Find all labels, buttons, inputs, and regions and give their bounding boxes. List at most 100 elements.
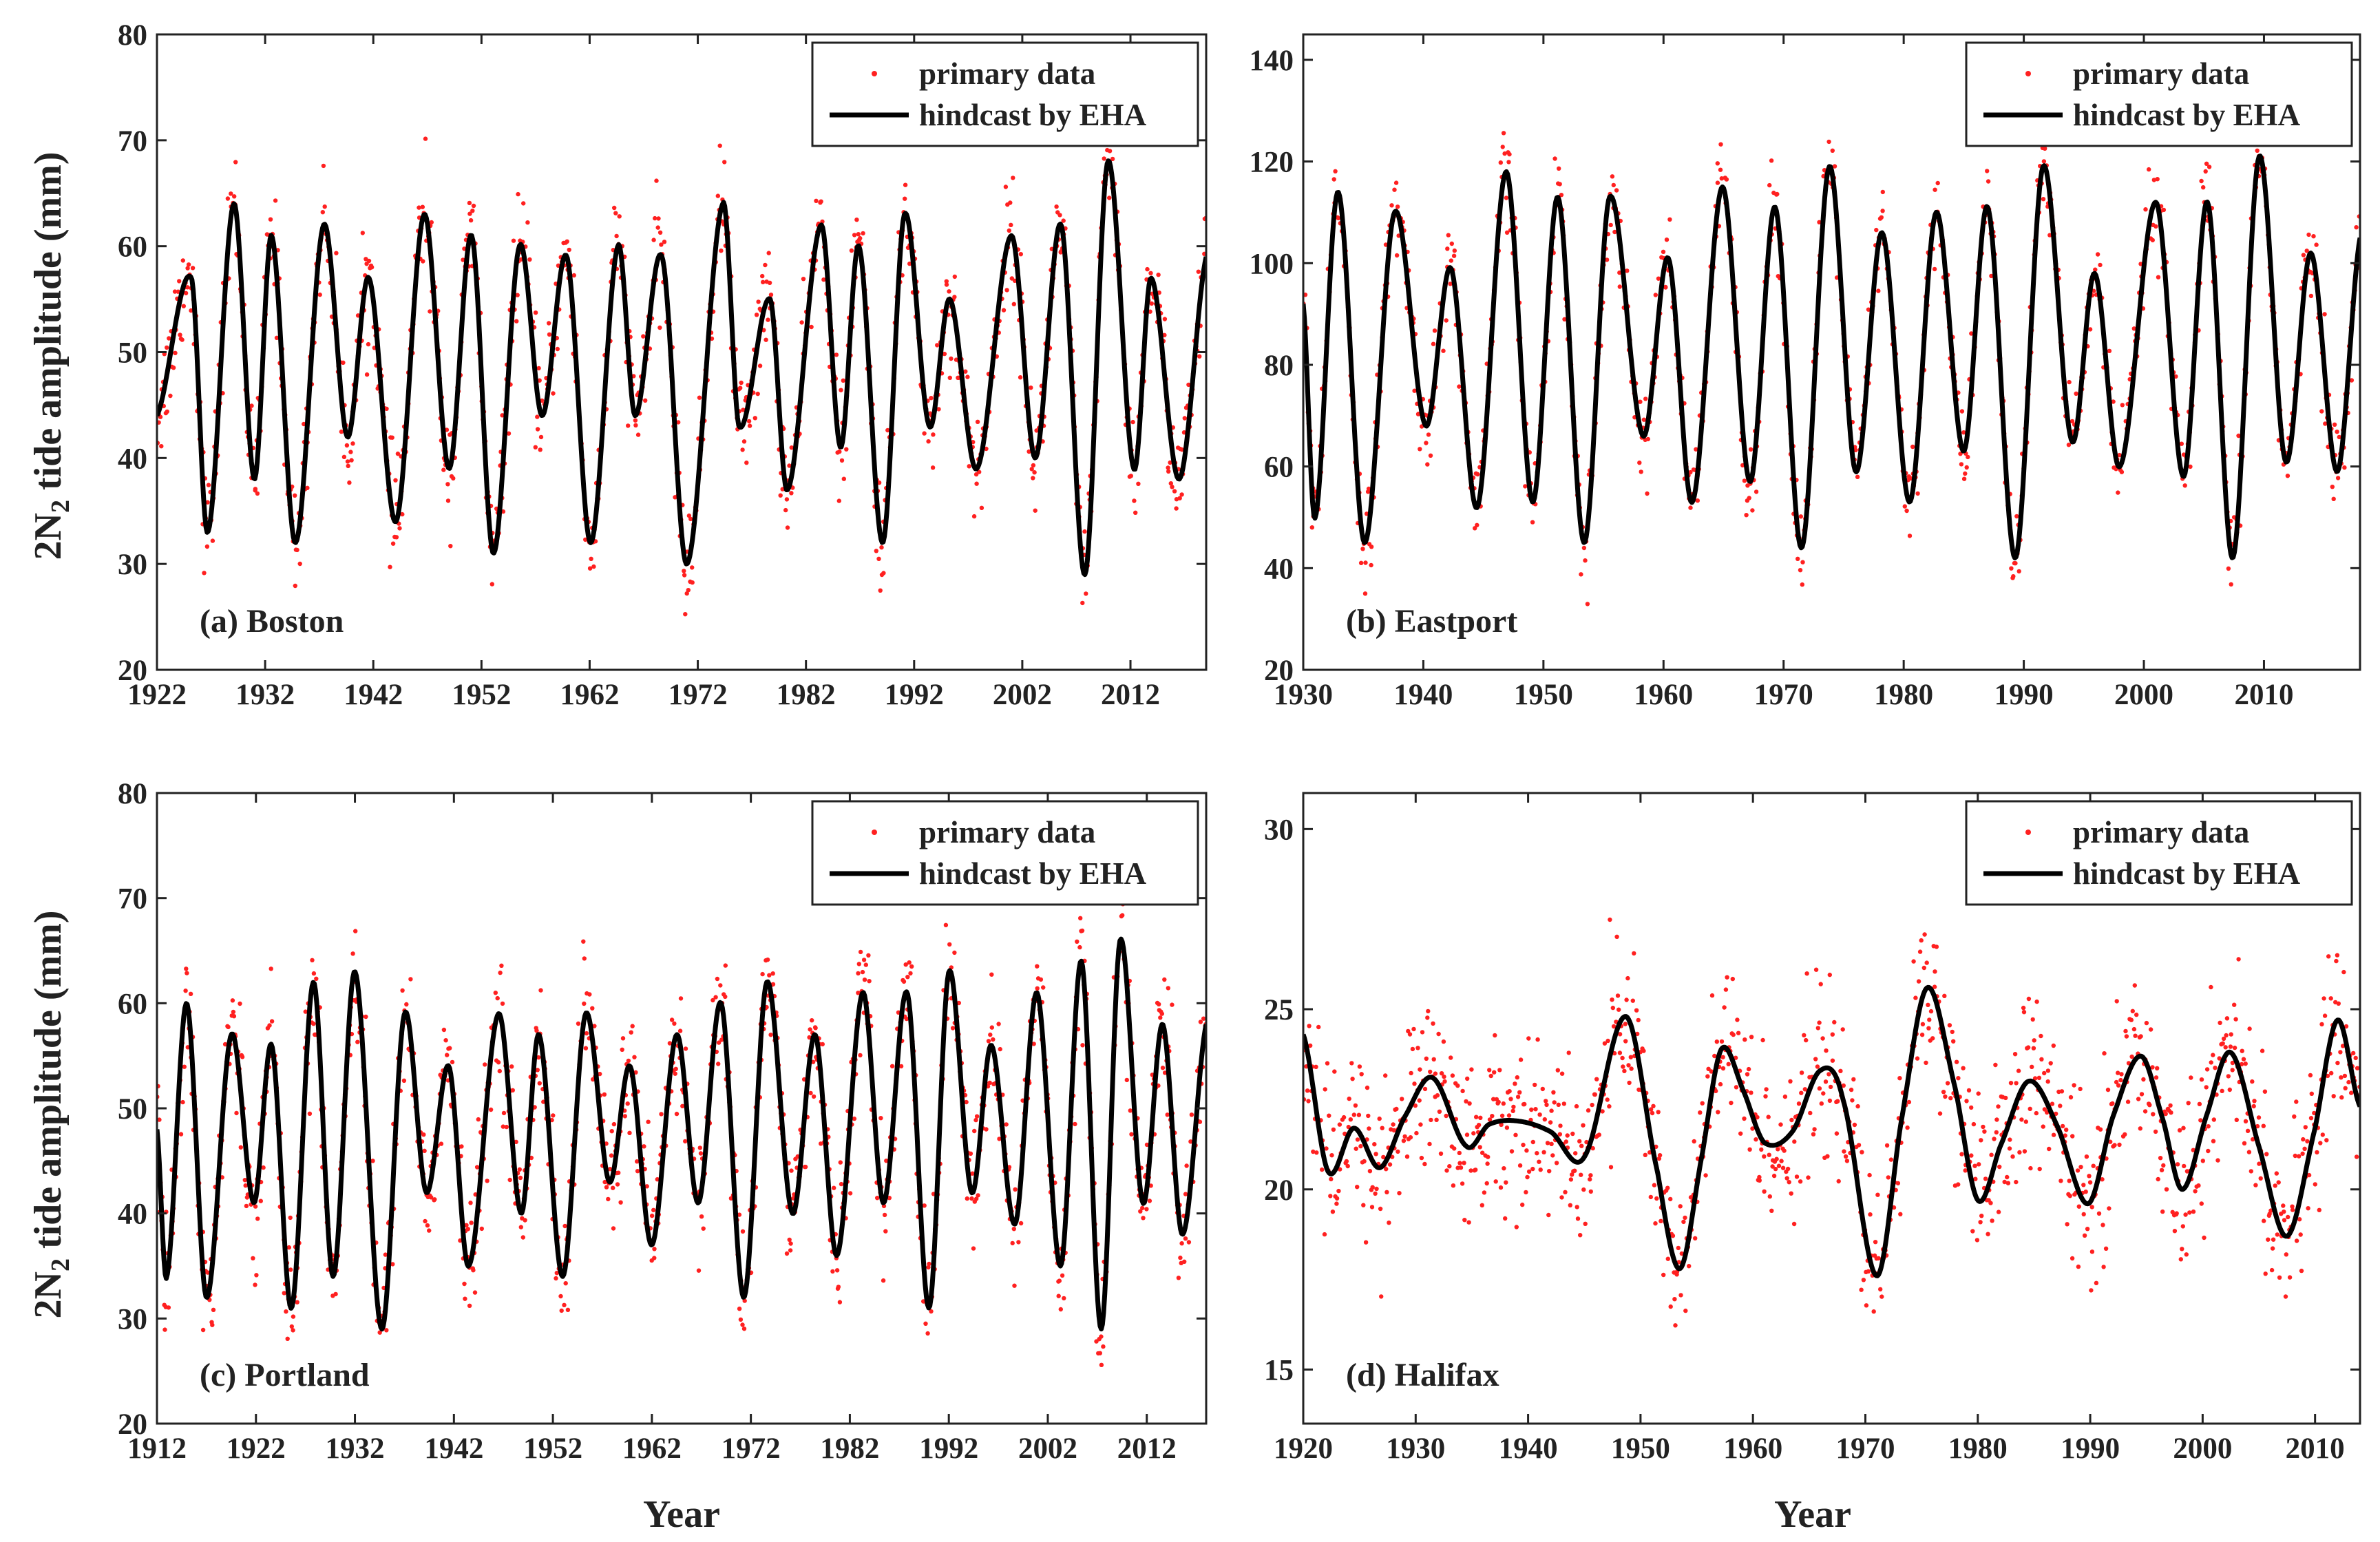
data-point (1557, 1132, 1562, 1137)
data-point (1856, 1143, 1862, 1148)
data-point (253, 487, 258, 492)
data-point (683, 1046, 688, 1051)
data-point (1336, 215, 1341, 221)
data-point (2264, 1152, 2269, 1156)
data-point (754, 313, 759, 317)
data-point (1574, 1103, 1579, 1109)
data-point (1695, 498, 1700, 503)
data-point (2156, 275, 2161, 279)
data-point (967, 464, 971, 469)
data-point (204, 544, 210, 549)
data-point (904, 1016, 909, 1022)
data-point (249, 403, 254, 408)
data-point (2224, 1016, 2230, 1021)
data-point (1415, 1046, 1420, 1050)
data-point (471, 203, 476, 209)
data-point (784, 1251, 790, 1256)
data-point (2262, 1218, 2266, 1223)
data-point (2022, 1149, 2028, 1154)
data-point (757, 363, 763, 368)
data-point (370, 1159, 375, 1163)
data-point (1583, 558, 1588, 563)
data-point (1951, 1039, 1956, 1044)
data-point (1353, 1103, 1358, 1108)
data-point (713, 995, 718, 1000)
data-point (1716, 1110, 1720, 1115)
data-point (1650, 1110, 1655, 1116)
x-tick-label: 1952 (523, 1433, 582, 1465)
data-point (1764, 1087, 1769, 1092)
data-point (1334, 1196, 1340, 1201)
data-point (2335, 476, 2341, 480)
data-point (1813, 967, 1819, 972)
data-point (907, 261, 912, 266)
data-point (293, 583, 297, 589)
data-point (1990, 1218, 1994, 1223)
data-point (1583, 1221, 1588, 1227)
data-point (1611, 182, 1616, 188)
data-point (1431, 341, 1436, 346)
data-point (1746, 1066, 1751, 1072)
data-point (1487, 1068, 1492, 1073)
data-point (1434, 1117, 1439, 1123)
data-point (2102, 1051, 2107, 1056)
data-point (1568, 1203, 1572, 1208)
data-point (965, 1196, 970, 1201)
data-point (1464, 1132, 1470, 1137)
data-point (364, 372, 370, 377)
data-point (1581, 1123, 1586, 1128)
data-point (1323, 1087, 1327, 1092)
data-point (1769, 1208, 1774, 1214)
data-point (210, 1322, 215, 1327)
data-point (2256, 1115, 2262, 1120)
data-point (510, 1088, 515, 1093)
data-point (1817, 220, 1822, 224)
data-point (483, 1062, 487, 1067)
data-point (1789, 1117, 1794, 1123)
data-point (808, 1090, 813, 1096)
data-point (858, 235, 863, 241)
data-point (2209, 984, 2213, 990)
data-point (1349, 1061, 1354, 1066)
data-point (2147, 167, 2151, 172)
data-point (1547, 1169, 1552, 1174)
data-point (936, 407, 941, 412)
data-point (2339, 1095, 2344, 1100)
data-point (858, 1053, 863, 1058)
data-point (989, 972, 994, 977)
data-point (1303, 293, 1308, 297)
data-point (350, 441, 355, 446)
data-point (1556, 1102, 1561, 1108)
data-point (1622, 1068, 1627, 1074)
data-point (2087, 1180, 2093, 1185)
data-point (1610, 997, 1614, 1002)
data-point (182, 1064, 187, 1069)
data-point (847, 1191, 853, 1196)
data-point (1770, 1164, 1775, 1169)
data-point (1344, 1159, 1349, 1164)
data-point (2011, 574, 2016, 579)
data-point (2197, 1101, 2202, 1107)
data-point (1369, 1205, 1375, 1210)
data-point (620, 1047, 624, 1053)
data-point (1656, 1156, 1662, 1161)
data-point (1928, 1008, 1934, 1014)
data-point (549, 1117, 554, 1123)
data-point (1347, 1096, 1351, 1101)
data-point (1397, 1191, 1402, 1196)
data-point (1731, 1032, 1736, 1037)
data-point (2117, 1142, 2122, 1148)
data-point (746, 419, 752, 424)
data-point (1729, 1100, 1734, 1106)
legend-point-marker (872, 830, 877, 835)
data-point (1438, 1151, 1444, 1156)
data-point (1986, 179, 1991, 184)
data-point (1514, 1225, 1519, 1229)
data-point (2255, 1123, 2260, 1129)
data-point (1878, 1287, 1883, 1292)
data-point (1379, 1294, 1384, 1299)
data-point (471, 1268, 476, 1273)
data-point (1578, 1233, 1583, 1238)
data-point (2153, 1075, 2159, 1080)
